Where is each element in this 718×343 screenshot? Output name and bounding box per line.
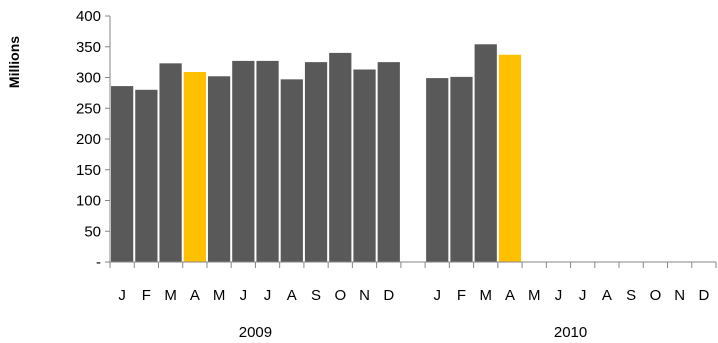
x-month-label: M [213,287,226,304]
bar-2009-5 [207,76,231,263]
x-month-label: N [359,287,370,304]
x-month-label: J [240,287,248,304]
x-month-label: M [479,287,492,304]
bar-2009-11 [353,69,376,262]
bar-2009-10 [329,52,352,263]
bar-2009-2 [135,89,158,262]
x-month-label: A [505,287,515,304]
x-month-label: S [311,287,321,304]
bars [111,44,522,263]
x-month-label: A [287,287,297,304]
bar-2009-4 [183,71,206,262]
bar-2009-1 [111,86,134,262]
x-month-label: A [602,287,612,304]
bar-2010-2 [450,76,473,262]
bar-2010-1 [426,78,449,262]
x-month-label: A [190,287,200,304]
bar-2009-6 [232,60,255,263]
y-axis: - 50 100 150 200 250 300 350 400 [76,8,111,271]
y-tick-label: 150 [76,162,101,179]
y-axis-title: Millions [6,36,22,88]
y-tick-label: - [96,254,101,271]
y-tick-label: 250 [76,100,101,117]
x-month-label: S [626,287,636,304]
y-tick-label: 350 [76,39,101,56]
bar-2010-4 [498,54,522,262]
x-month-label: D [383,287,394,304]
x-month-label: J [579,287,587,304]
x-month-label: O [650,287,662,304]
x-year-label: 2010 [554,324,587,341]
x-month-label: J [118,287,126,304]
x-month-label: O [334,287,346,304]
bar-2009-7 [256,60,279,263]
bar-2009-3 [159,63,182,262]
bar-2009-9 [304,62,328,263]
y-tick-label: 400 [76,8,101,25]
x-month-label: N [674,287,685,304]
x-month-label: F [457,287,466,304]
x-year-label: 2009 [239,324,272,341]
x-month-label: J [264,287,272,304]
bar-2009-12 [377,62,400,263]
x-month-label: J [433,287,441,304]
x-month-label: F [142,287,151,304]
x-month-label: J [555,287,563,304]
x-month-label: M [164,287,177,304]
y-tick-label: 200 [76,131,101,148]
bar-2010-3 [474,44,497,262]
y-tick-label: 300 [76,70,101,87]
bar-2009-8 [280,79,303,262]
y-tick-label: 50 [84,223,101,240]
x-month-label: M [528,287,541,304]
x-month-label: D [698,287,709,304]
y-tick-label: 100 [76,193,101,210]
